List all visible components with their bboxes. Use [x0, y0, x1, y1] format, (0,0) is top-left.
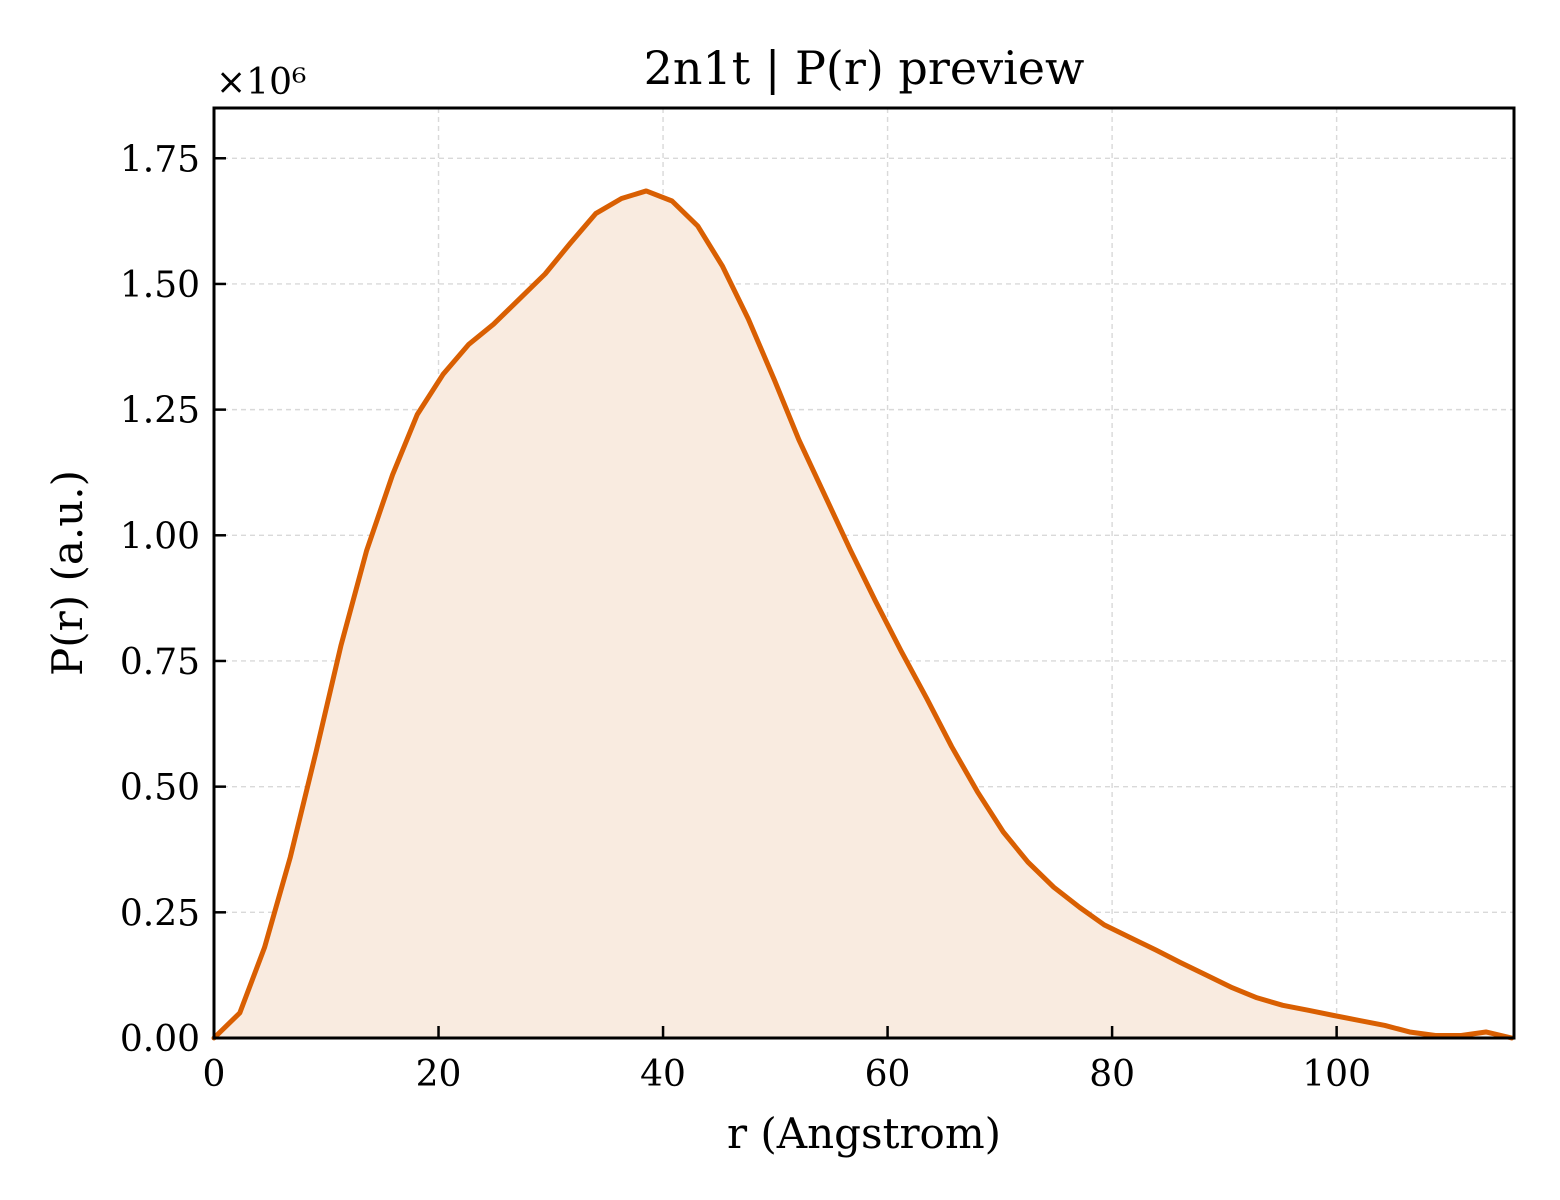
y-tick-label: 1.50 — [120, 265, 200, 306]
y-tick-label: 1.75 — [120, 139, 200, 180]
x-tick-label: 0 — [203, 1054, 226, 1095]
plot-frame — [212, 106, 1516, 1040]
y-tick-label: 1.25 — [120, 391, 200, 432]
chart-title: 2n1t | P(r) preview — [644, 41, 1085, 95]
y-tick-label: 0.75 — [120, 642, 200, 683]
y-tick-label: 0.25 — [120, 893, 200, 934]
x-axis-label: r (Angstrom) — [727, 1109, 1001, 1158]
text-layer: 2n1t | P(r) preview ×10⁶ r (Angstrom) P(… — [43, 41, 1371, 1158]
plot-layer — [211, 188, 1515, 1041]
y-multiplier-label: ×10⁶ — [216, 62, 306, 103]
y-tick-label: 1.00 — [120, 516, 200, 557]
y-tick-label: 0.00 — [120, 1019, 200, 1060]
x-tick-label: 20 — [416, 1054, 462, 1095]
x-tick-label: 60 — [865, 1054, 911, 1095]
x-tick-label: 40 — [640, 1054, 686, 1095]
x-tick-label: 100 — [1302, 1054, 1371, 1095]
pr-series-line — [211, 188, 1515, 1041]
y-axis-label: P(r) (a.u.) — [43, 470, 92, 676]
axes-layer — [212, 106, 1516, 1040]
x-tick-label: 80 — [1089, 1054, 1135, 1095]
pr-area-fill — [214, 190, 1512, 1039]
y-tick-label: 0.50 — [120, 768, 200, 809]
